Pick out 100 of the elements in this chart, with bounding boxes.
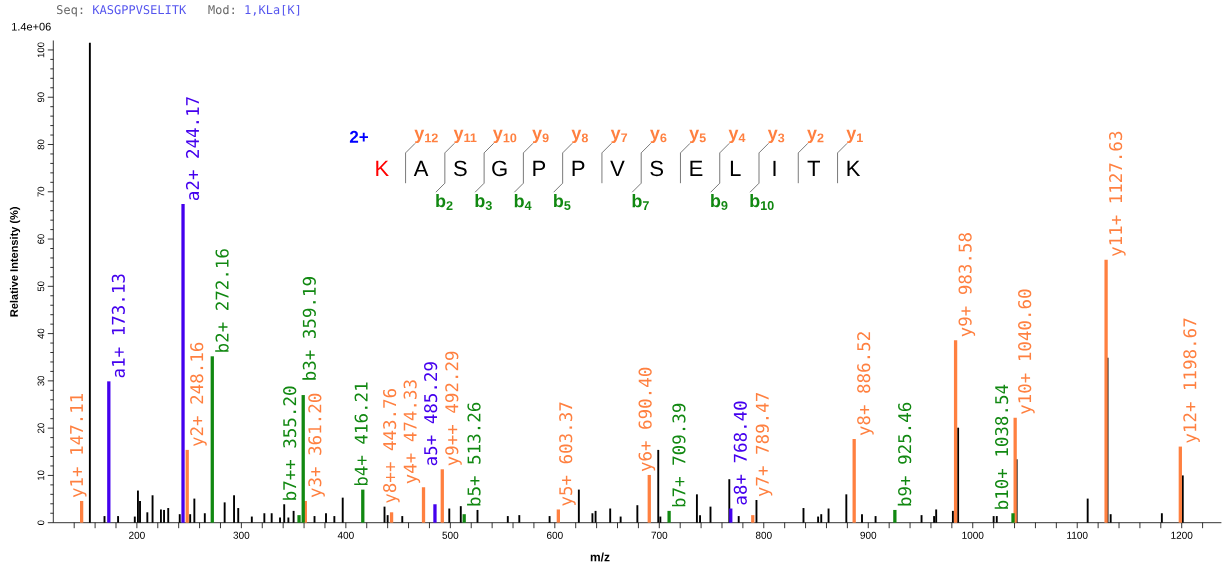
x-axis-title: m/z <box>590 552 610 562</box>
annotation: b$_{5}$ <box>554 194 571 210</box>
annotation: A <box>413 160 429 176</box>
y-tick-label: 10 <box>37 470 45 480</box>
data-label: a8+ 768.40 <box>733 401 747 505</box>
data-label: b9+ 925.46 <box>897 402 912 506</box>
data-label: y7+ 789.47 <box>755 393 773 497</box>
data-label: y1+ 147.11 <box>70 393 87 498</box>
y-axis-title: Relative Intensity (%) <box>9 207 21 317</box>
annotation: y$_{8}$ <box>571 129 588 144</box>
text: 1,KLa[K] <box>245 4 300 16</box>
y-tick-label: 80 <box>37 139 45 150</box>
data-label: b7+ 709.39 <box>672 403 686 507</box>
data-label: y3+ 361.20 <box>308 393 325 498</box>
x-tick-label: 400 <box>337 531 354 539</box>
y-tick-label: 70 <box>37 186 45 197</box>
annotation: S <box>454 160 467 177</box>
data-label: y9++ 492.29 <box>445 351 462 466</box>
data-label: y10+ 1040.60 <box>1018 289 1035 414</box>
x-tick-label: 800 <box>755 531 772 539</box>
data-label: b4+ 416.21 <box>354 382 368 486</box>
text: Seq: <box>57 5 83 17</box>
annotation: y$_{9}$ <box>532 129 549 144</box>
bar <box>667 510 671 523</box>
annotation: L <box>730 160 741 176</box>
data-label: a1+ 173.13 <box>111 274 125 378</box>
bar <box>1178 446 1182 523</box>
x-tick-label: 300 <box>233 531 250 539</box>
bar <box>181 204 185 523</box>
x-tick-label: 700 <box>651 531 668 539</box>
y-tick-label: 60 <box>37 234 45 244</box>
annotation: b$_{10}$ <box>750 193 774 211</box>
data-label: a5+ 485.29 <box>424 362 438 466</box>
y-tick-label: 40 <box>37 328 45 339</box>
data-label: b2+ 272.16 <box>215 249 229 352</box>
bar <box>440 469 444 523</box>
bar <box>361 489 365 523</box>
bar <box>556 509 560 523</box>
bar <box>751 515 755 523</box>
bar <box>185 449 189 523</box>
data-label: y8++ 443.76 <box>383 388 400 503</box>
bar <box>210 356 214 523</box>
x-tick-label: 1100 <box>1067 531 1088 539</box>
x-tick-label: 600 <box>546 531 563 539</box>
annotation: b$_{7}$ <box>632 194 649 210</box>
text: KASGPPVSELITK <box>93 5 187 15</box>
bar <box>647 474 651 523</box>
x-tick-label: 1000 <box>962 531 984 539</box>
bar <box>301 395 305 523</box>
y-tick-label: 100 <box>37 42 45 58</box>
bar <box>953 340 958 523</box>
y-tick-label: 30 <box>37 375 45 386</box>
text: 1.4e+06 <box>12 22 51 31</box>
bar <box>107 381 111 523</box>
bar <box>462 514 466 523</box>
bar <box>893 509 897 523</box>
annotation: b$_{9}$ <box>711 193 728 211</box>
data-label: y12+ 1198.67 <box>1183 318 1200 443</box>
annotation: G <box>492 160 507 177</box>
data-label: y5+ 603.37 <box>559 402 576 506</box>
data-label: b3+ 359.19 <box>302 277 316 380</box>
annotation: 2+ <box>349 130 368 143</box>
bar <box>79 500 84 523</box>
y-tick-label: 20 <box>37 423 45 433</box>
data-label: y8+ 886.52 <box>857 332 874 436</box>
annotation: y$_{7}$ <box>610 129 628 144</box>
text: Mod: <box>208 4 234 15</box>
annotation: y$_{12}$ <box>414 129 438 144</box>
annotation: y$_{6}$ <box>650 129 667 144</box>
annotation: T <box>807 160 820 176</box>
x-tick-label: 500 <box>442 531 459 539</box>
annotation: K <box>847 160 861 176</box>
annotation: y$_{4}$ <box>728 129 746 144</box>
annotation: b$_{4}$ <box>514 194 532 210</box>
annotation: y$_{5}$ <box>689 129 706 144</box>
x-tick-label: 200 <box>129 531 145 539</box>
annotation: b$_{2}$ <box>436 194 453 210</box>
annotation: y$_{11}$ <box>453 129 477 144</box>
y-tick-label: 50 <box>37 281 45 292</box>
annotation: V <box>610 160 625 176</box>
data-label: a2+ 244.17 <box>185 97 200 201</box>
data-label: y9+ 983.58 <box>958 233 976 337</box>
bar <box>433 504 437 523</box>
annotation: I <box>773 160 776 176</box>
data-label: y2+ 248.16 <box>190 342 207 447</box>
annotation: K <box>376 160 389 176</box>
data-label: y11+ 1127.63 <box>1108 131 1126 257</box>
data-label: b5+ 513.26 <box>467 402 481 506</box>
annotation: y$_{2}$ <box>807 129 824 144</box>
bar <box>852 439 856 523</box>
data-label: y6+ 690.40 <box>638 367 656 472</box>
annotation: E <box>690 160 703 176</box>
bar <box>1011 513 1015 523</box>
y-tick-label: 0 <box>37 520 45 525</box>
annotation: y$_{1}$ <box>846 129 863 144</box>
y-tick-label: 90 <box>37 92 45 103</box>
bar <box>1104 259 1108 523</box>
data-label: b10+ 1038.54 <box>994 384 1009 509</box>
data-label: b7++ 355.20 <box>282 386 297 500</box>
annotation: P <box>533 160 546 176</box>
